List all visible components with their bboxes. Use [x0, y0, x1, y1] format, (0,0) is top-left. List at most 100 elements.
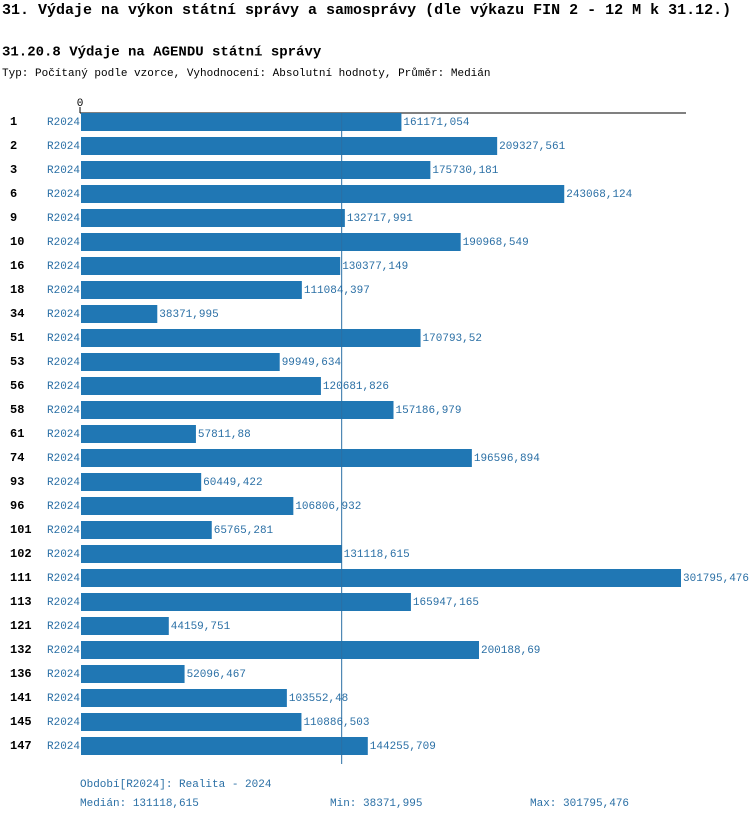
bar	[81, 713, 302, 731]
category-label: 53	[10, 355, 24, 369]
value-label: 65765,281	[214, 525, 274, 537]
series-label: R2024	[47, 693, 80, 705]
category-label: 132	[10, 643, 32, 657]
category-label: 16	[10, 259, 24, 273]
bar	[81, 521, 212, 539]
bar	[81, 449, 472, 467]
description: Typ: Počítaný podle vzorce, Vyhodnocení:…	[2, 67, 490, 80]
series-label: R2024	[47, 237, 80, 249]
series-label: R2024	[47, 501, 80, 513]
category-label: 6	[10, 187, 17, 201]
value-label: 111084,397	[304, 285, 370, 297]
value-label: 57811,88	[198, 429, 251, 441]
category-label: 93	[10, 475, 24, 489]
bar	[81, 353, 280, 371]
series-label: R2024	[47, 285, 80, 297]
value-label: 165947,165	[413, 597, 479, 609]
category-label: 34	[10, 307, 24, 321]
value-label: 209327,561	[499, 141, 565, 153]
series-label: R2024	[47, 621, 80, 633]
category-label: 3	[10, 163, 17, 177]
stat-value: 131118,615	[133, 798, 199, 810]
value-label: 144255,709	[370, 741, 436, 753]
series-label: R2024	[47, 357, 80, 369]
x-tick-label: 0	[77, 98, 84, 110]
stat: Medián: 131118,615	[80, 798, 199, 810]
series-label: R2024	[47, 717, 80, 729]
bar	[81, 593, 411, 611]
stat-value: 38371,995	[363, 798, 422, 810]
bar	[81, 497, 294, 515]
bar	[81, 617, 169, 635]
category-label: 113	[10, 595, 32, 609]
value-label: 60449,422	[203, 477, 262, 489]
category-label: 61	[10, 427, 24, 441]
series-label: R2024	[47, 453, 80, 465]
value-label: 243068,124	[566, 189, 632, 201]
category-label: 74	[10, 451, 24, 465]
series-label: R2024	[47, 597, 80, 609]
category-label: 111	[10, 571, 32, 585]
value-label: 161171,054	[403, 117, 469, 129]
period: Období[R2024]: Realita - 2024	[80, 779, 272, 791]
category-label: 145	[10, 715, 32, 729]
value-label: 110886,503	[303, 717, 369, 729]
category-label: 18	[10, 283, 24, 297]
stat: Max: 301795,476	[530, 798, 629, 810]
series-label: R2024	[47, 261, 80, 273]
series-label: R2024	[47, 381, 80, 393]
value-label: 103552,48	[289, 693, 348, 705]
category-label: 121	[10, 619, 32, 633]
value-label: 131118,615	[344, 549, 410, 561]
value-label: 44159,751	[171, 621, 231, 633]
value-label: 175730,181	[432, 165, 498, 177]
bar	[81, 545, 342, 563]
series-label: R2024	[47, 405, 80, 417]
value-label: 170793,52	[423, 333, 482, 345]
bar	[81, 281, 302, 299]
bar	[81, 233, 461, 251]
chart-subtitle: 31.20.8 Výdaje na AGENDU státní správy	[2, 45, 322, 61]
category-label: 136	[10, 667, 32, 681]
series-label: R2024	[47, 213, 80, 225]
bar	[81, 209, 345, 227]
series-label: R2024	[47, 141, 80, 153]
value-label: 196596,894	[474, 453, 540, 465]
bar	[81, 689, 287, 707]
series-label: R2024	[47, 549, 80, 561]
value-label: 99949,634	[282, 357, 342, 369]
bar	[81, 665, 185, 683]
series-label: R2024	[47, 669, 80, 681]
category-label: 56	[10, 379, 24, 393]
bar	[81, 377, 321, 395]
value-label: 130377,149	[342, 261, 408, 273]
bar	[81, 257, 341, 275]
bar	[81, 737, 368, 755]
category-label: 102	[10, 547, 32, 561]
category-label: 147	[10, 739, 32, 753]
category-label: 96	[10, 499, 24, 513]
series-label: R2024	[47, 189, 80, 201]
category-label: 101	[10, 523, 32, 537]
value-label: 52096,467	[187, 669, 246, 681]
bar	[81, 185, 565, 203]
value-label: 301795,476	[683, 573, 749, 585]
series-label: R2024	[47, 477, 80, 489]
bar	[81, 473, 202, 491]
value-label: 38371,995	[159, 309, 218, 321]
category-label: 58	[10, 403, 24, 417]
series-label: R2024	[47, 525, 80, 537]
bar	[81, 401, 394, 419]
bar	[81, 329, 421, 347]
series-label: R2024	[47, 573, 80, 585]
value-label: 106806,932	[295, 501, 361, 513]
value-label: 132717,991	[347, 213, 413, 225]
category-label: 51	[10, 331, 24, 345]
category-label: 2	[10, 139, 17, 153]
series-label: R2024	[47, 309, 80, 321]
bar	[81, 305, 158, 323]
category-label: 10	[10, 235, 24, 249]
bar	[81, 137, 498, 155]
series-label: R2024	[47, 165, 80, 177]
